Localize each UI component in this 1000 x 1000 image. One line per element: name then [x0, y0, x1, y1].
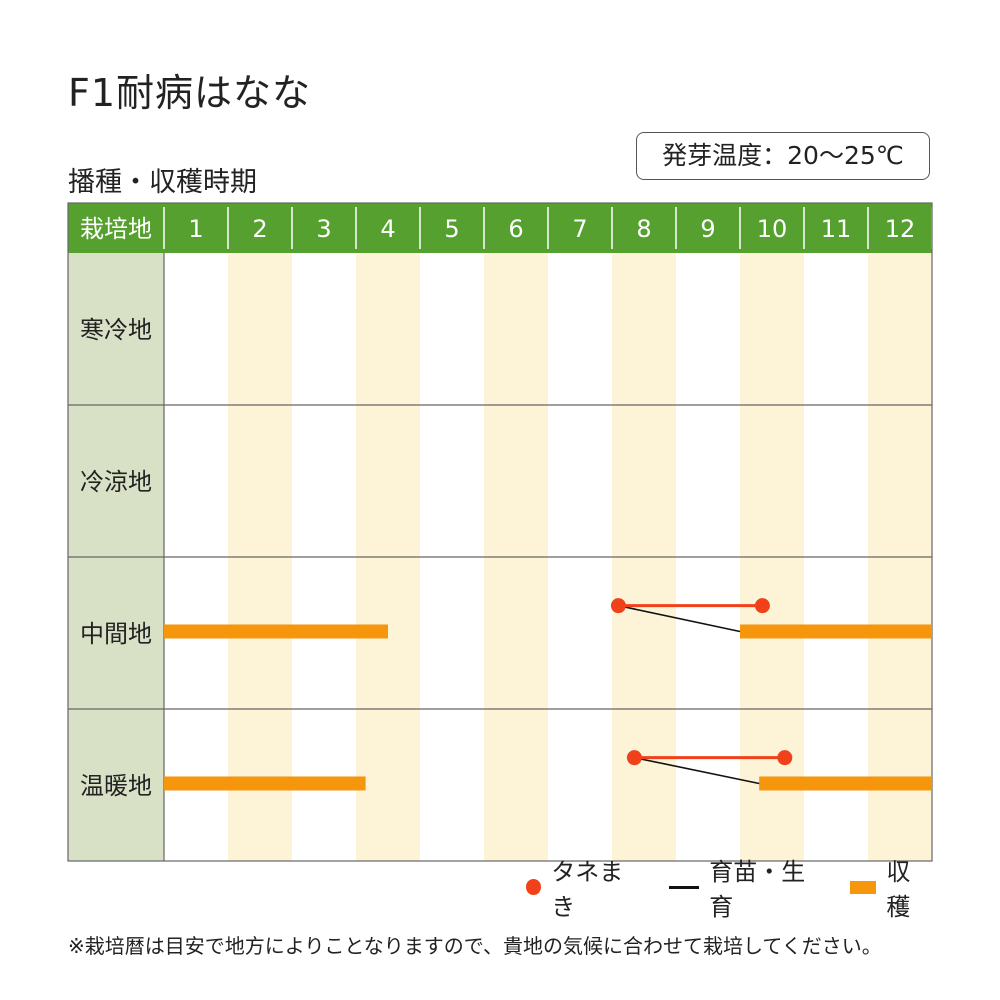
- region-label: 中間地: [80, 620, 152, 648]
- harvest-bar-icon: [849, 880, 877, 894]
- sowing-dot-icon: [526, 879, 542, 895]
- growing-line: [618, 604, 741, 633]
- month-tick-label: 4: [380, 215, 395, 243]
- header-row-bg: [68, 203, 932, 253]
- chart-subtitle: 播種・収穫時期: [68, 167, 257, 198]
- sowing-start-dot: [626, 750, 642, 766]
- region-label: 冷涼地: [80, 468, 152, 496]
- legend-item-harvest: 収穫: [849, 852, 932, 922]
- chart-border: [67, 202, 933, 862]
- legend-harvest-label: 収穫: [886, 858, 911, 921]
- header-label: 栽培地: [80, 215, 152, 243]
- month-tick-label: 1: [188, 215, 203, 243]
- month-tick-label: 2: [252, 215, 267, 243]
- sowing-start-dot: [610, 598, 626, 614]
- growing-line: [634, 756, 760, 785]
- legend-item-growing: 育苗・生育: [668, 852, 824, 922]
- month-tick-label: 8: [636, 215, 651, 243]
- region-label: 温暖地: [80, 772, 152, 800]
- harvest-bar: [740, 624, 932, 639]
- month-tick-label: 6: [508, 215, 523, 243]
- harvest-bar: [759, 776, 932, 791]
- sowing-end-dot: [754, 598, 770, 614]
- month-tick-label: 11: [821, 215, 852, 243]
- germination-temp-badge: 発芽温度：20〜25℃: [636, 132, 930, 180]
- month-tick-label: 3: [316, 215, 331, 243]
- legend: タネまき 育苗・生育 収穫: [500, 858, 932, 921]
- growing-line-icon: [668, 885, 700, 889]
- footnote: ※栽培暦は目安で地方によりことなりますので、貴地の気候に合わせて栽培してください…: [68, 934, 882, 958]
- month-tick-label: 10: [757, 215, 788, 243]
- month-tick-label: 9: [700, 215, 715, 243]
- harvest-bar: [164, 624, 388, 639]
- legend-growing-label: 育苗・生育: [709, 858, 806, 921]
- region-label: 寒冷地: [80, 316, 152, 344]
- legend-sowing-label: タネまき: [551, 858, 624, 921]
- harvest-bar: [164, 776, 366, 791]
- month-tick-label: 7: [572, 215, 587, 243]
- sowing-end-dot: [777, 750, 793, 766]
- month-tick-label: 5: [444, 215, 459, 243]
- legend-item-sowing: タネまき: [526, 852, 643, 922]
- page-title: F1耐病はなな: [68, 71, 312, 115]
- month-tick-label: 12: [885, 215, 916, 243]
